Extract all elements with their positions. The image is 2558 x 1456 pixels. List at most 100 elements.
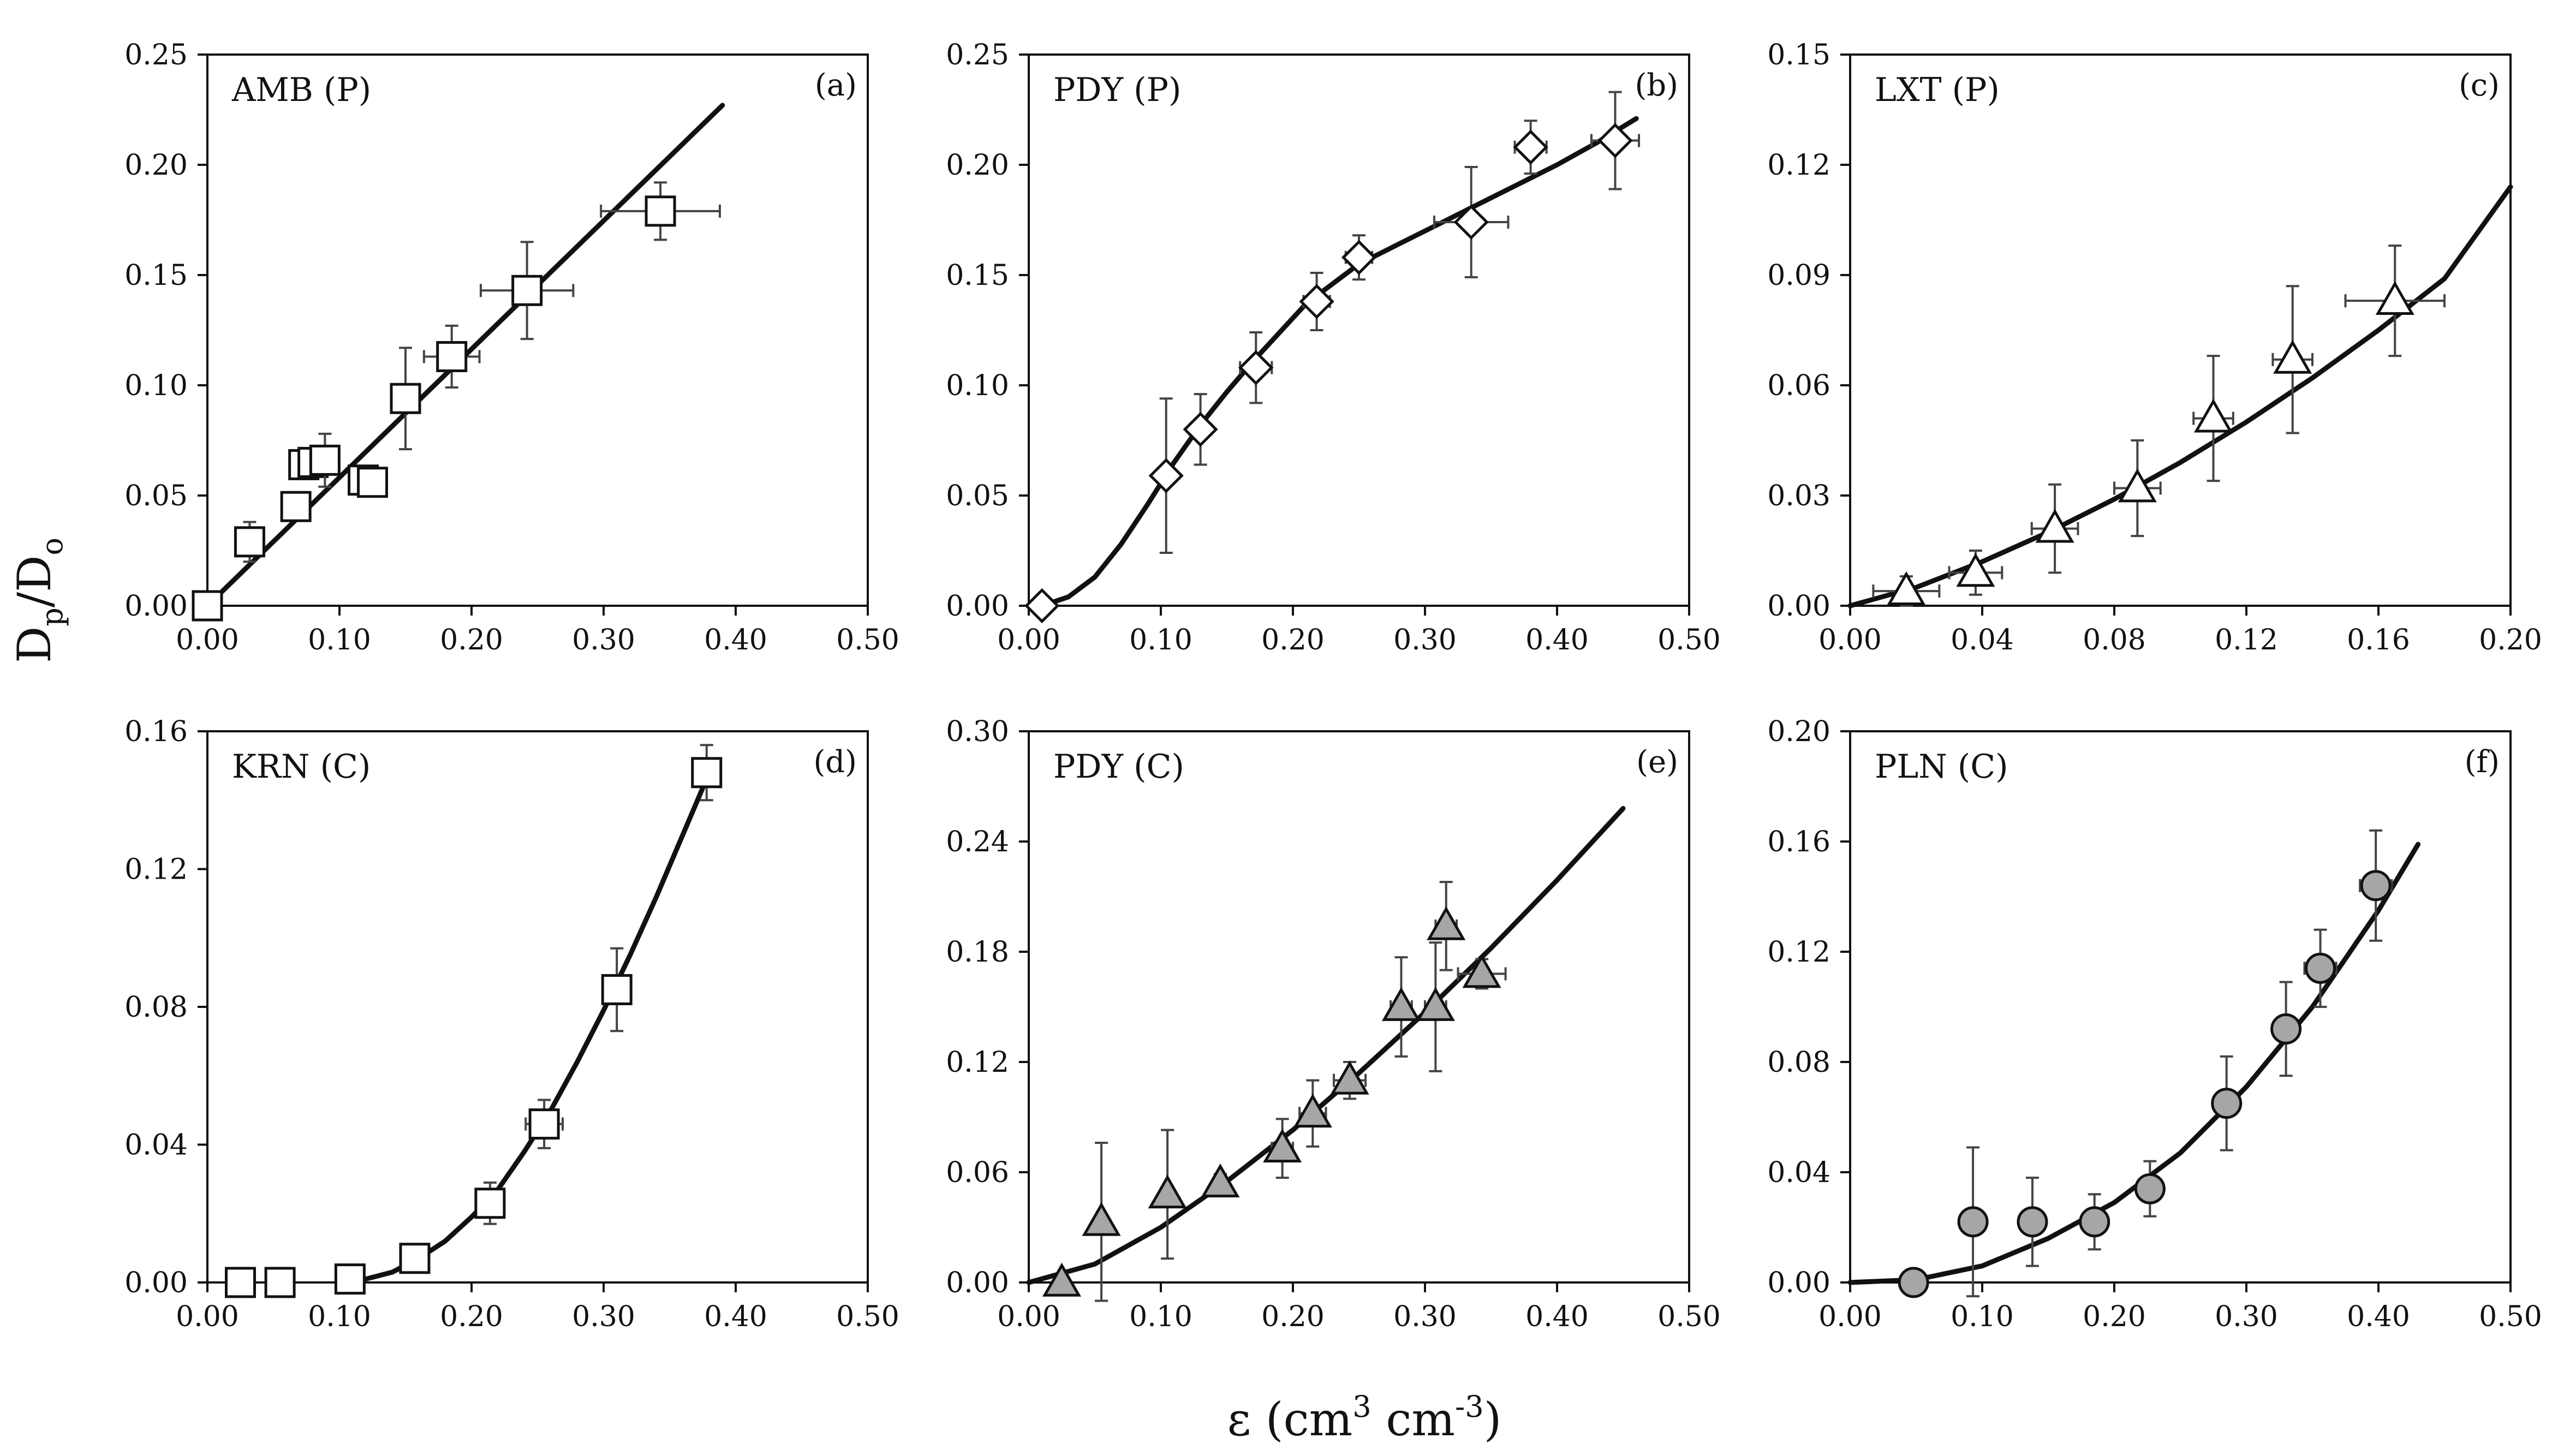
- panel-a-data-point: [192, 590, 223, 622]
- circle-marker: [1957, 1206, 1989, 1238]
- panel-a-data-point: [422, 324, 481, 389]
- panel-a-data-point: [600, 181, 721, 241]
- panel-f-ytick-label: 0.04: [1767, 1156, 1830, 1189]
- panel-a-xtick-label: 0.40: [704, 624, 767, 657]
- panel-b-ytick-label: 0.00: [946, 590, 1009, 623]
- panel-b-data-point: [1183, 393, 1218, 466]
- diamond-marker: [1148, 458, 1184, 493]
- panel-f-ytick-label: 0.16: [1767, 826, 1830, 858]
- panel-e-xtick-label: 0.50: [1657, 1300, 1721, 1333]
- panel-d-xtick-label: 0.00: [176, 1300, 239, 1333]
- panel-f-data-point: [2134, 1160, 2166, 1218]
- diamond-marker: [1299, 284, 1334, 319]
- triangle-marker: [2193, 398, 2233, 433]
- panel-a-title: AMB (P): [231, 71, 371, 109]
- panel-d-title: KRN (C): [232, 748, 371, 786]
- panel-f-fit-line: [1847, 842, 2421, 1285]
- circle-marker: [2134, 1173, 2166, 1204]
- panel-f-data-point: [1898, 1267, 1929, 1298]
- panel-a-ytick-label: 0.25: [124, 39, 188, 71]
- triangle-marker: [1887, 571, 1926, 605]
- panel-b-ytick-label: 0.10: [946, 369, 1009, 402]
- panel-a: 0.00 0.10 0.20 0.30 0.40 0.50 0.00 0.05 0.10 0.15…: [124, 39, 899, 657]
- panel-f-xtick-label: 0.30: [2215, 1300, 2278, 1333]
- panel-b-data-point: [1024, 588, 1060, 624]
- panel-a-xtick-label: 0.10: [308, 624, 371, 657]
- panel-c-data-point: [1948, 550, 2004, 596]
- circle-marker: [2270, 1013, 2302, 1045]
- panel-d-data-point: [524, 1099, 564, 1149]
- panel-e-data-point: [1201, 1163, 1240, 1198]
- square-marker: [357, 467, 388, 498]
- square-marker: [691, 757, 723, 789]
- panel-e-xtick-label: 0.10: [1129, 1300, 1192, 1333]
- panel-a-data-point: [280, 491, 312, 522]
- triangle-marker: [2035, 509, 2074, 543]
- panel-d-xtick-label: 0.40: [704, 1300, 767, 1333]
- triangle-marker: [1330, 1060, 1369, 1095]
- panel-c-ytick-label: 0.09: [1767, 259, 1830, 292]
- panel-e-data-point: [1263, 1118, 1302, 1179]
- panel-c-title: LXT (P): [1875, 71, 2000, 109]
- panel-b-xtick-label: 0.20: [1261, 624, 1325, 657]
- square-marker: [225, 1267, 256, 1298]
- panel-e-title: PDY (C): [1053, 748, 1184, 786]
- diamond-marker: [1238, 350, 1274, 385]
- panel-d-letter: (d): [813, 744, 857, 780]
- panel-d-data-point: [334, 1263, 366, 1295]
- panel-f-data-point: [1957, 1146, 1989, 1298]
- panel-a-xtick-label: 0.50: [836, 624, 899, 657]
- panel-e-xtick-label: 0.20: [1261, 1300, 1325, 1333]
- panel-c-ytick-label: 0.12: [1767, 149, 1830, 182]
- panel-d: 0.00 0.10 0.20 0.30 0.40 0.50 0.00 0.04 0.08 0.12…: [124, 715, 899, 1333]
- panel-c-ytick-label: 0.06: [1767, 369, 1830, 402]
- panel-f: 0.00 0.10 0.20 0.30 0.40 0.50 0.00 0.04 0.08 0.12…: [1767, 715, 2542, 1333]
- panel-e-xtick-label: 0.30: [1393, 1300, 1457, 1333]
- triangle-marker: [1148, 1174, 1187, 1209]
- triangle-marker: [1427, 906, 1466, 940]
- panel-e-data-point: [1082, 1142, 1121, 1302]
- panel-d-ytick-label: 0.12: [124, 854, 188, 886]
- panel-f-data-point: [2211, 1055, 2243, 1151]
- panel-b-xtick-label: 0.40: [1525, 624, 1589, 657]
- panel-b-frame: [1028, 53, 1690, 607]
- square-marker: [436, 341, 468, 372]
- panel-f-xtick-label: 0.20: [2083, 1300, 2146, 1333]
- panel-e-data-point: [1042, 1262, 1082, 1297]
- panel-f-xtick-label: 0.10: [1951, 1300, 2014, 1333]
- square-marker: [601, 974, 633, 1005]
- square-marker: [234, 526, 265, 558]
- diamond-marker: [1513, 129, 1548, 165]
- panel-b-data-point: [1299, 271, 1334, 331]
- panel-a-ytick-label: 0.00: [124, 590, 188, 623]
- panel-e-frame: [1028, 730, 1690, 1284]
- panel-e-ytick-label: 0.18: [946, 936, 1009, 969]
- panel-e-data-point: [1293, 1079, 1332, 1148]
- panel-c-xtick-label: 0.04: [1951, 624, 2014, 657]
- panel-a-xtick-label: 0.20: [440, 624, 503, 657]
- panel-e: 0.00 0.10 0.20 0.30 0.40 0.50 0.00 0.06 0.12 0.18…: [946, 715, 1721, 1333]
- panel-d-data-point: [264, 1267, 296, 1298]
- square-marker: [390, 383, 421, 414]
- circle-marker: [2017, 1206, 2048, 1238]
- triangle-marker: [2118, 468, 2157, 503]
- triangle-marker: [1416, 987, 1455, 1021]
- panel-e-xtick-label: 0.00: [997, 1300, 1060, 1333]
- triangle-marker: [1042, 1262, 1082, 1297]
- panel-c-xtick-label: 0.12: [2215, 624, 2278, 657]
- panel-a-ytick-label: 0.05: [124, 480, 188, 512]
- square-marker: [528, 1108, 560, 1140]
- panel-f-ytick-label: 0.12: [1767, 936, 1830, 969]
- panel-b-data-point: [1238, 331, 1274, 404]
- panel-c-xtick-label: 0.16: [2347, 624, 2410, 657]
- panel-b-ytick-label: 0.05: [946, 480, 1009, 512]
- panel-a-frame: [206, 53, 869, 607]
- panel-f-data-point: [2017, 1177, 2048, 1267]
- panel-d-data-point: [225, 1267, 256, 1298]
- panel-a-data-point: [309, 432, 341, 488]
- panel-e-fit-line: [1026, 805, 1626, 1285]
- panel-d-xtick-label: 0.10: [308, 1300, 371, 1333]
- panel-c-data-point: [2192, 355, 2234, 482]
- panel-b-data-point: [1148, 397, 1184, 554]
- triangle-marker: [2273, 339, 2312, 374]
